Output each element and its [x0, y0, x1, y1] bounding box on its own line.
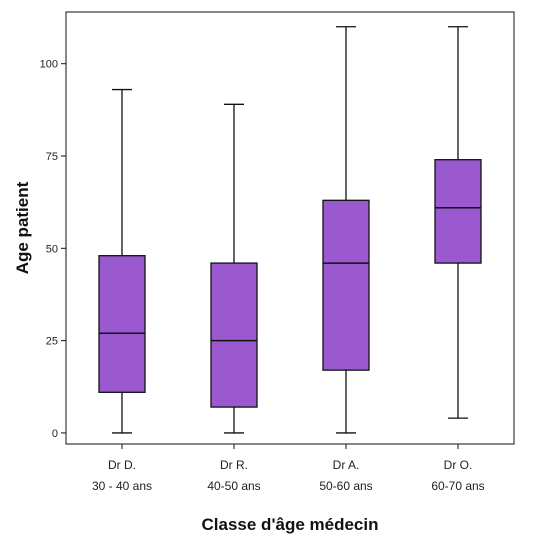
x-category-doctor: Dr A.	[333, 458, 360, 472]
x-category-doctor: Dr R.	[220, 458, 248, 472]
iqr-box	[210, 262, 258, 408]
y-axis-title: Age patient	[13, 181, 32, 274]
y-axis: 0 25 50 75 100	[40, 59, 66, 440]
y-tick-label: 100	[40, 59, 58, 71]
iqr-box	[434, 159, 482, 264]
iqr-box	[322, 199, 370, 371]
x-axis-title: Classe d'âge médecin	[202, 515, 379, 534]
x-category-age-range: 60-70 ans	[431, 479, 484, 493]
y-tick-label: 50	[46, 243, 58, 255]
x-category-doctor: Dr D.	[108, 458, 136, 472]
iqr-box	[98, 255, 146, 393]
x-axis: Dr D. 30 - 40 ans Dr R. 40-50 ans Dr A. 50-60…	[92, 444, 485, 493]
box-series	[98, 26, 482, 434]
x-category-doctor: Dr O.	[444, 458, 473, 472]
x-category-age-range: 30 - 40 ans	[92, 479, 152, 493]
x-category-age-range: 40-50 ans	[207, 479, 260, 493]
y-tick-label: 75	[46, 151, 58, 163]
plot-frame	[65, 11, 515, 445]
x-category-age-range: 50-60 ans	[319, 479, 372, 493]
y-tick-label: 0	[52, 428, 58, 440]
y-tick-label: 25	[46, 336, 58, 348]
